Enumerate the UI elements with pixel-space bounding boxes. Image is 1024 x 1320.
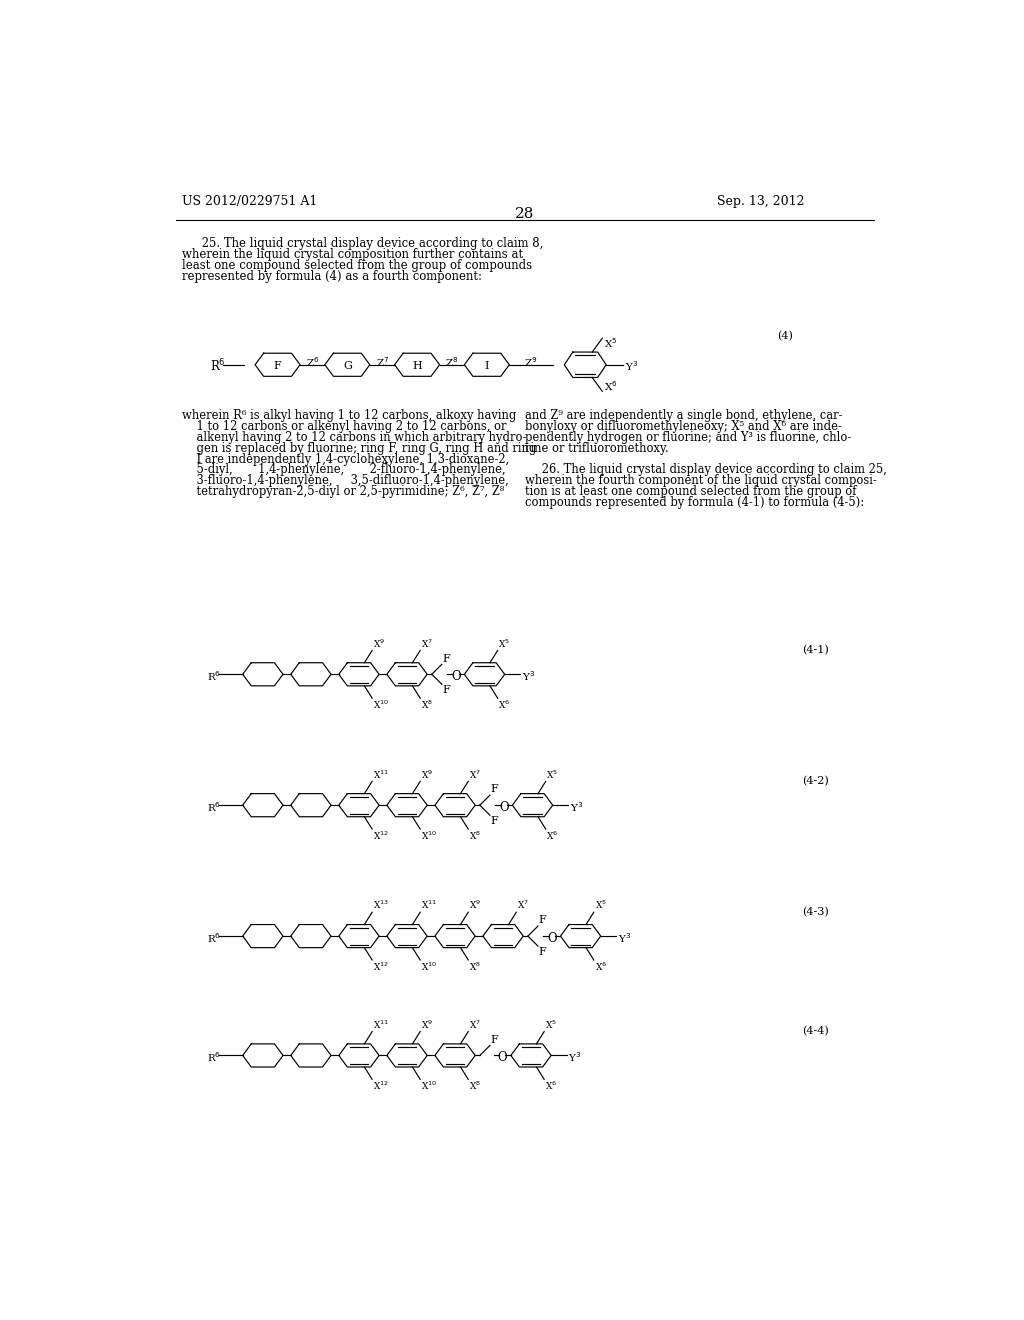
Text: R$^6$: R$^6$ (207, 1051, 221, 1064)
Text: F: F (442, 653, 451, 664)
Text: R$^6$: R$^6$ (210, 358, 226, 375)
Text: wherein R⁶ is alkyl having 1 to 12 carbons, alkoxy having: wherein R⁶ is alkyl having 1 to 12 carbo… (182, 409, 517, 422)
Text: X$^6$: X$^6$ (604, 379, 617, 393)
Text: X$^{11}$: X$^{11}$ (373, 768, 389, 780)
Text: X$^{12}$: X$^{12}$ (373, 830, 389, 842)
Text: X$^7$: X$^7$ (469, 768, 481, 780)
Text: bonyloxy or difluoromethyleneoxy; X⁵ and X⁶ are inde-: bonyloxy or difluoromethyleneoxy; X⁵ and… (524, 420, 842, 433)
Text: I are independently 1,4-cyclohexylene, 1,3-dioxane-2,: I are independently 1,4-cyclohexylene, 1… (182, 453, 510, 466)
Text: Y$^3$: Y$^3$ (521, 669, 535, 682)
Text: represented by formula (4) as a fourth component:: represented by formula (4) as a fourth c… (182, 269, 482, 282)
Text: Y$^3$: Y$^3$ (569, 800, 583, 813)
Text: Y$^3$: Y$^3$ (625, 359, 638, 374)
Text: R$^6$: R$^6$ (207, 669, 221, 682)
Text: X$^7$: X$^7$ (421, 638, 433, 649)
Text: least one compound selected from the group of compounds: least one compound selected from the gro… (182, 259, 532, 272)
Text: X$^8$: X$^8$ (469, 830, 481, 842)
Text: compounds represented by formula (4-1) to formula (4-5):: compounds represented by formula (4-1) t… (524, 496, 864, 508)
Text: (4): (4) (777, 331, 794, 341)
Text: O: O (452, 671, 461, 684)
Text: O: O (500, 801, 509, 814)
Text: 26. The liquid crystal display device according to claim 25,: 26. The liquid crystal display device ac… (524, 463, 887, 477)
Text: tetrahydropyran-2,5-diyl or 2,5-pyrimidine; Z⁶, Z⁷, Z⁸: tetrahydropyran-2,5-diyl or 2,5-pyrimidi… (182, 484, 505, 498)
Text: X$^{10}$: X$^{10}$ (421, 961, 437, 973)
Text: X$^9$: X$^9$ (373, 638, 385, 649)
Text: Z$^6$: Z$^6$ (306, 355, 319, 368)
Text: alkenyl having 2 to 12 carbons in which arbitrary hydro-: alkenyl having 2 to 12 carbons in which … (182, 430, 526, 444)
Text: X$^9$: X$^9$ (421, 1019, 433, 1031)
Text: rine or trifluoromethoxy.: rine or trifluoromethoxy. (524, 442, 669, 455)
Text: 25. The liquid crystal display device according to claim 8,: 25. The liquid crystal display device ac… (182, 238, 544, 249)
Text: pendently hydrogen or fluorine; and Y³ is fluorine, chlo-: pendently hydrogen or fluorine; and Y³ i… (524, 430, 851, 444)
Text: X$^7$: X$^7$ (517, 899, 529, 911)
Text: X$^{10}$: X$^{10}$ (373, 700, 389, 711)
Text: X$^5$: X$^5$ (547, 768, 558, 780)
Text: 28: 28 (515, 207, 535, 220)
Text: (4-2): (4-2) (802, 776, 829, 787)
Text: X$^{12}$: X$^{12}$ (373, 961, 389, 973)
Text: X$^{13}$: X$^{13}$ (373, 899, 389, 911)
Text: X$^8$: X$^8$ (469, 961, 481, 973)
Text: R$^6$: R$^6$ (207, 931, 221, 945)
Text: Y$^3$: Y$^3$ (568, 1051, 582, 1064)
Text: X$^9$: X$^9$ (469, 899, 481, 911)
Text: X$^{10}$: X$^{10}$ (421, 830, 437, 842)
Text: X$^{11}$: X$^{11}$ (373, 1019, 389, 1031)
Text: X$^6$: X$^6$ (545, 1080, 557, 1093)
Text: Sep. 13, 2012: Sep. 13, 2012 (717, 195, 805, 209)
Text: O: O (547, 932, 557, 945)
Text: X$^{12}$: X$^{12}$ (373, 1080, 389, 1093)
Text: F: F (490, 1035, 499, 1044)
Text: X$^6$: X$^6$ (595, 961, 607, 973)
Text: X$^9$: X$^9$ (421, 768, 433, 780)
Text: (4-3): (4-3) (802, 907, 829, 917)
Text: X$^6$: X$^6$ (547, 830, 559, 842)
Text: R$^6$: R$^6$ (207, 800, 221, 813)
Text: X$^8$: X$^8$ (469, 1080, 481, 1093)
Text: (4-1): (4-1) (802, 645, 829, 655)
Text: G: G (343, 362, 352, 371)
Text: X$^6$: X$^6$ (499, 700, 511, 711)
Text: X$^{10}$: X$^{10}$ (421, 1080, 437, 1093)
Text: F: F (442, 685, 451, 696)
Text: H: H (413, 362, 422, 371)
Text: US 2012/0229751 A1: US 2012/0229751 A1 (182, 195, 317, 209)
Text: (4-4): (4-4) (802, 1026, 829, 1036)
Text: X$^5$: X$^5$ (595, 899, 606, 911)
Text: 3-fluoro-1,4-phenylene,     3,5-difluoro-1,4-phenylene,: 3-fluoro-1,4-phenylene, 3,5-difluoro-1,4… (182, 474, 509, 487)
Text: Z$^8$: Z$^8$ (445, 355, 459, 368)
Text: F: F (490, 816, 499, 826)
Text: O: O (498, 1051, 507, 1064)
Text: 1 to 12 carbons or alkenyl having 2 to 12 carbons, or: 1 to 12 carbons or alkenyl having 2 to 1… (182, 420, 507, 433)
Text: X$^5$: X$^5$ (604, 337, 617, 350)
Text: Z$^7$: Z$^7$ (376, 355, 389, 368)
Text: X$^7$: X$^7$ (469, 1019, 481, 1031)
Text: wherein the liquid crystal composition further contains at: wherein the liquid crystal composition f… (182, 248, 523, 261)
Text: gen is replaced by fluorine; ring F, ring G, ring H and ring: gen is replaced by fluorine; ring F, rin… (182, 442, 537, 455)
Text: I: I (484, 362, 489, 371)
Text: F: F (539, 915, 547, 925)
Text: tion is at least one compound selected from the group of: tion is at least one compound selected f… (524, 484, 856, 498)
Text: Z$^9$: Z$^9$ (524, 355, 538, 368)
Text: F: F (273, 362, 282, 371)
Text: and Z⁹ are independently a single bond, ethylene, car-: and Z⁹ are independently a single bond, … (524, 409, 843, 422)
Text: X$^8$: X$^8$ (421, 700, 433, 711)
Text: wherein the fourth component of the liquid crystal composi-: wherein the fourth component of the liqu… (524, 474, 877, 487)
Text: F: F (490, 784, 499, 795)
Text: 5-diyl,       1,4-phenylene,       2-fluoro-1,4-phenylene,: 5-diyl, 1,4-phenylene, 2-fluoro-1,4-phen… (182, 463, 506, 477)
Text: X$^{11}$: X$^{11}$ (421, 899, 437, 911)
Text: X$^5$: X$^5$ (545, 1019, 557, 1031)
Text: X$^5$: X$^5$ (499, 638, 510, 649)
Text: Y$^3$: Y$^3$ (617, 931, 631, 945)
Text: F: F (539, 946, 547, 957)
